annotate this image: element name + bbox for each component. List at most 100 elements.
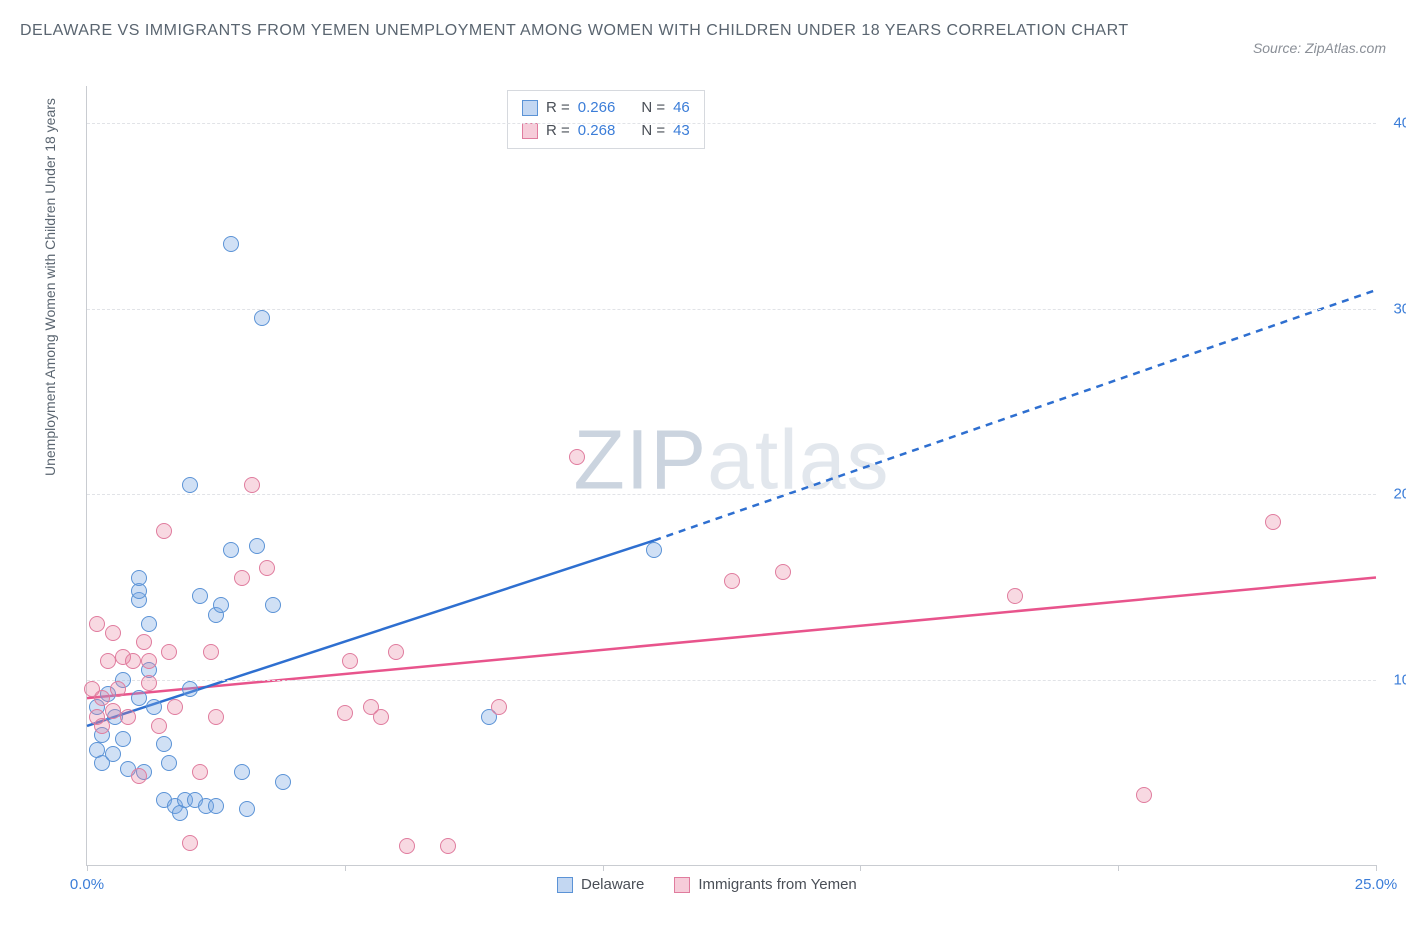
bottom-legend: Delaware Immigrants from Yemen bbox=[557, 876, 857, 893]
legend-swatch-a-icon bbox=[557, 877, 573, 893]
n-label-a: N = bbox=[641, 97, 665, 120]
point-delaware bbox=[131, 690, 147, 706]
chart-title: DELAWARE VS IMMIGRANTS FROM YEMEN UNEMPL… bbox=[20, 18, 1129, 44]
point-yemen bbox=[100, 653, 116, 669]
point-delaware bbox=[213, 597, 229, 613]
n-value-a: 46 bbox=[673, 97, 690, 120]
gridline bbox=[87, 309, 1376, 310]
point-yemen bbox=[491, 699, 507, 715]
point-yemen bbox=[125, 653, 141, 669]
legend-label-b: Immigrants from Yemen bbox=[698, 876, 856, 893]
point-delaware bbox=[141, 616, 157, 632]
y-tick-label: 30.0% bbox=[1393, 300, 1406, 317]
x-tick bbox=[860, 865, 861, 871]
y-axis-label: Unemployment Among Women with Children U… bbox=[42, 98, 58, 476]
point-yemen bbox=[105, 625, 121, 641]
point-delaware bbox=[223, 236, 239, 252]
y-tick-label: 10.0% bbox=[1393, 671, 1406, 688]
point-delaware bbox=[182, 681, 198, 697]
point-yemen bbox=[1265, 514, 1281, 530]
point-yemen bbox=[192, 764, 208, 780]
stats-row-a: R = 0.266 N = 46 bbox=[522, 97, 690, 120]
legend-swatch-b-icon bbox=[674, 877, 690, 893]
point-yemen bbox=[775, 564, 791, 580]
point-delaware bbox=[182, 477, 198, 493]
y-tick-label: 20.0% bbox=[1393, 486, 1406, 503]
point-delaware bbox=[223, 542, 239, 558]
point-yemen bbox=[110, 681, 126, 697]
r-value-a: 0.266 bbox=[578, 97, 616, 120]
point-yemen bbox=[167, 699, 183, 715]
swatch-b-icon bbox=[522, 123, 538, 139]
gridline bbox=[87, 494, 1376, 495]
watermark-atlas: atlas bbox=[707, 412, 889, 506]
point-yemen bbox=[337, 705, 353, 721]
point-yemen bbox=[208, 709, 224, 725]
point-yemen bbox=[105, 703, 121, 719]
point-yemen bbox=[141, 675, 157, 691]
point-delaware bbox=[156, 736, 172, 752]
x-tick-label: 25.0% bbox=[1355, 876, 1398, 893]
y-tick-label: 40.0% bbox=[1393, 115, 1406, 132]
point-yemen bbox=[141, 653, 157, 669]
point-yemen bbox=[1136, 787, 1152, 803]
point-yemen bbox=[569, 449, 585, 465]
point-yemen bbox=[724, 573, 740, 589]
point-delaware bbox=[646, 542, 662, 558]
point-yemen bbox=[342, 653, 358, 669]
point-yemen bbox=[156, 523, 172, 539]
x-tick bbox=[1376, 865, 1377, 871]
trend-lines bbox=[87, 86, 1376, 865]
point-yemen bbox=[136, 634, 152, 650]
point-delaware bbox=[234, 764, 250, 780]
legend-item-b: Immigrants from Yemen bbox=[674, 876, 856, 893]
point-delaware bbox=[192, 588, 208, 604]
point-delaware bbox=[254, 310, 270, 326]
gridline bbox=[87, 680, 1376, 681]
point-yemen bbox=[399, 838, 415, 854]
point-delaware bbox=[146, 699, 162, 715]
point-yemen bbox=[94, 718, 110, 734]
r-label-a: R = bbox=[546, 97, 570, 120]
x-tick bbox=[603, 865, 604, 871]
point-yemen bbox=[259, 560, 275, 576]
stats-box: R = 0.266 N = 46 R = 0.268 N = 43 bbox=[507, 90, 705, 149]
point-yemen bbox=[161, 644, 177, 660]
point-yemen bbox=[388, 644, 404, 660]
point-yemen bbox=[244, 477, 260, 493]
point-yemen bbox=[234, 570, 250, 586]
point-yemen bbox=[373, 709, 389, 725]
swatch-a-icon bbox=[522, 100, 538, 116]
x-tick bbox=[1118, 865, 1119, 871]
x-tick bbox=[87, 865, 88, 871]
point-yemen bbox=[203, 644, 219, 660]
point-yemen bbox=[120, 709, 136, 725]
point-delaware bbox=[161, 755, 177, 771]
point-delaware bbox=[105, 746, 121, 762]
point-delaware bbox=[249, 538, 265, 554]
gridline bbox=[87, 123, 1376, 124]
watermark-zip: ZIP bbox=[573, 412, 707, 506]
point-delaware bbox=[275, 774, 291, 790]
point-yemen bbox=[1007, 588, 1023, 604]
chart-header: DELAWARE VS IMMIGRANTS FROM YEMEN UNEMPL… bbox=[0, 0, 1406, 62]
x-tick-label: 0.0% bbox=[70, 876, 104, 893]
point-yemen bbox=[440, 838, 456, 854]
scatter-plot: ZIPatlas R = 0.266 N = 46 R = 0.268 N = … bbox=[86, 86, 1376, 866]
point-yemen bbox=[89, 616, 105, 632]
chart-source: Source: ZipAtlas.com bbox=[1253, 40, 1386, 56]
point-yemen bbox=[182, 835, 198, 851]
x-tick bbox=[345, 865, 346, 871]
legend-item-a: Delaware bbox=[557, 876, 644, 893]
point-yemen bbox=[151, 718, 167, 734]
point-delaware bbox=[239, 801, 255, 817]
point-delaware bbox=[208, 798, 224, 814]
chart-area: Unemployment Among Women with Children U… bbox=[56, 86, 1386, 896]
legend-label-a: Delaware bbox=[581, 876, 644, 893]
point-delaware bbox=[115, 731, 131, 747]
trend-line bbox=[87, 540, 654, 725]
point-delaware bbox=[131, 570, 147, 586]
point-delaware bbox=[265, 597, 281, 613]
point-yemen bbox=[131, 768, 147, 784]
trend-line bbox=[654, 290, 1376, 540]
